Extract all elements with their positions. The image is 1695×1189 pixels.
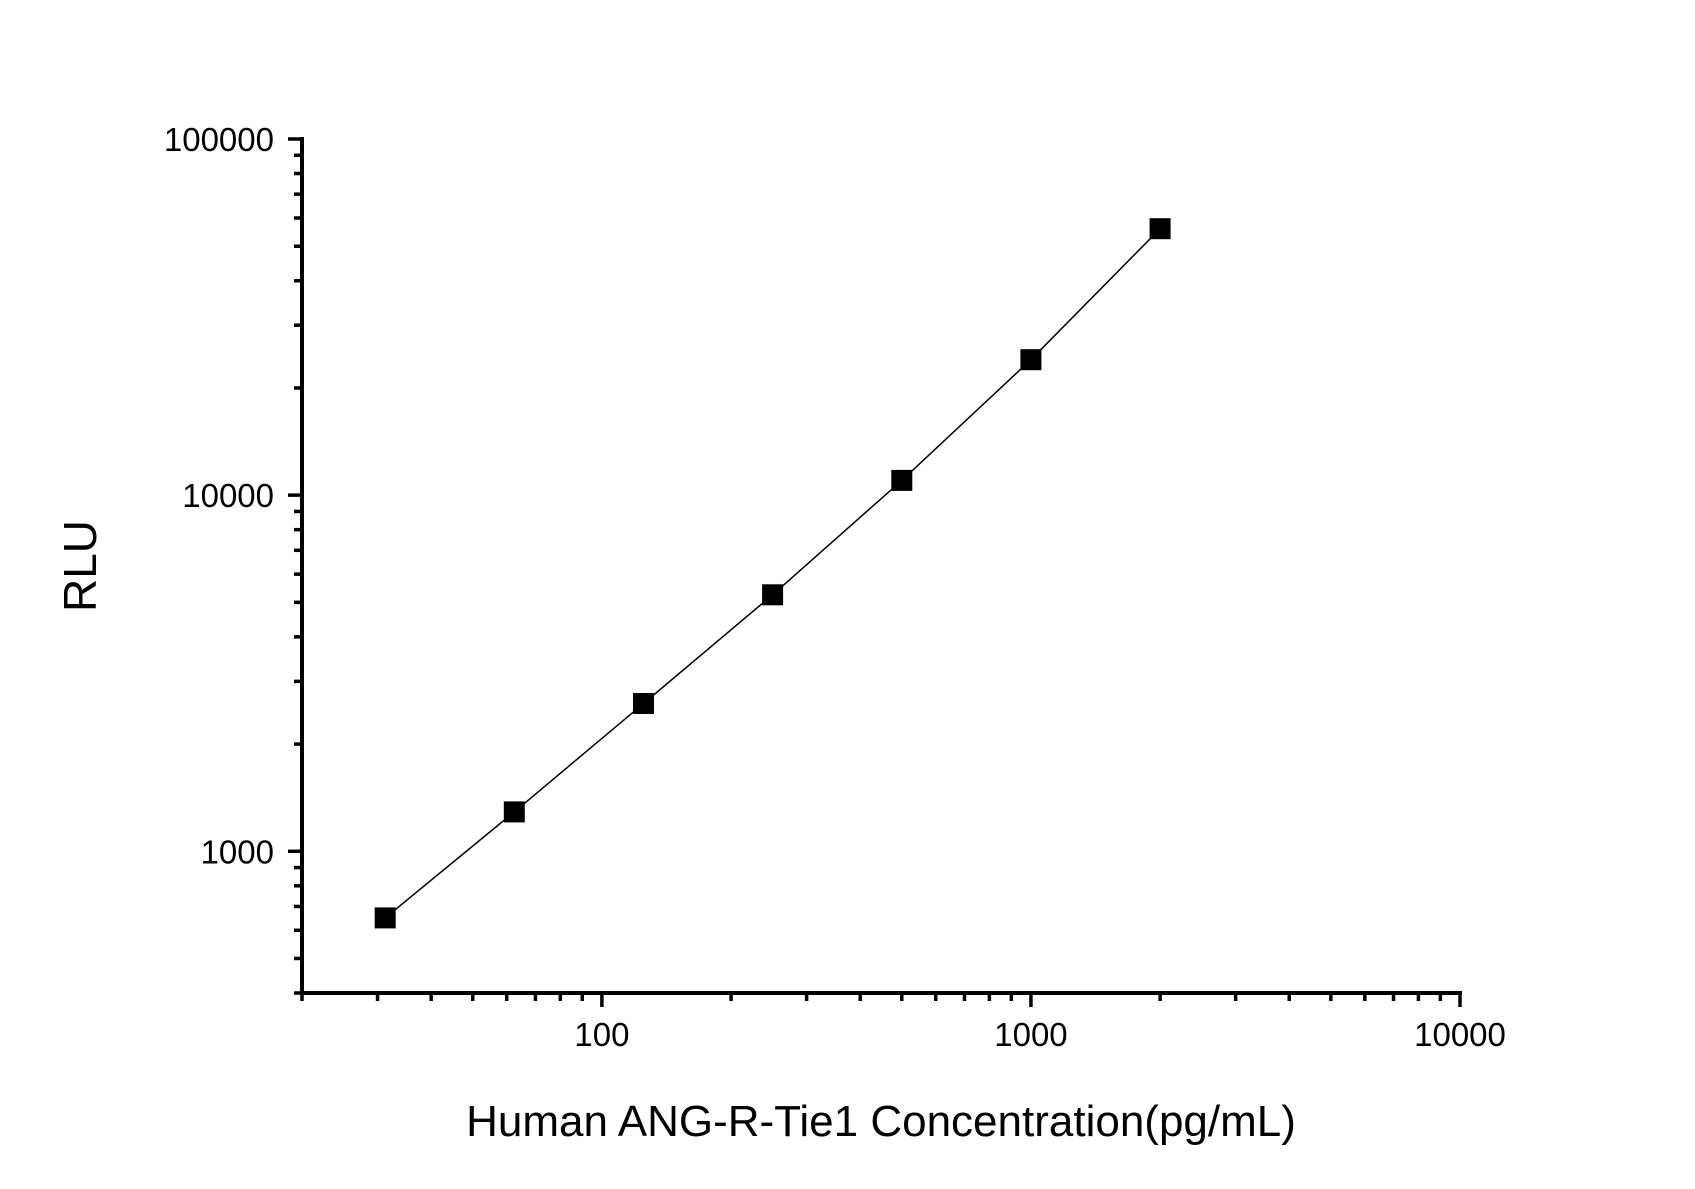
- x-axis-title: Human ANG-R-Tie1 Concentration(pg/mL): [466, 1097, 1296, 1146]
- series-layer: [374, 218, 1171, 929]
- data-point-marker: [891, 469, 913, 491]
- data-point-marker: [633, 693, 654, 714]
- y-axis-title: RLU: [54, 520, 106, 612]
- x-tick-label: 1000: [994, 1016, 1067, 1053]
- y-tick-label: 1000: [201, 833, 274, 870]
- axis-frame: [300, 137, 1462, 995]
- axes-layer: 100 1000 10000 1000 10000 100000: [164, 121, 1506, 1053]
- y-tick-label: 100000: [164, 121, 274, 158]
- data-point-marker: [503, 801, 525, 823]
- data-point-marker: [1020, 349, 1042, 371]
- data-point-marker: [1149, 218, 1171, 240]
- data-point-marker: [762, 584, 784, 606]
- data-point-marker: [374, 907, 396, 929]
- x-tick-label: 10000: [1414, 1016, 1506, 1053]
- x-tick-label: 100: [574, 1016, 629, 1053]
- series-line: [384, 228, 1161, 919]
- y-tick-label: 10000: [182, 477, 274, 514]
